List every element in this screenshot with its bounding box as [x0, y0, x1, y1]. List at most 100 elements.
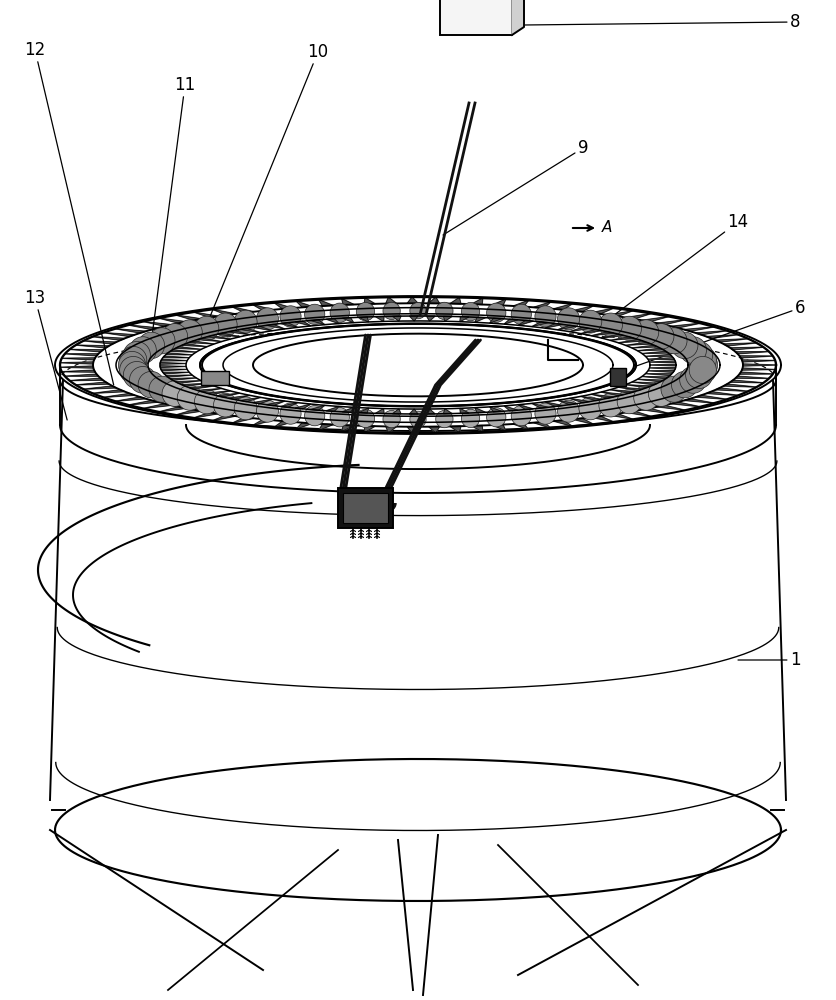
Polygon shape: [504, 319, 517, 324]
Polygon shape: [591, 332, 614, 336]
Circle shape: [120, 356, 147, 384]
Polygon shape: [252, 399, 273, 404]
Polygon shape: [558, 400, 577, 405]
Polygon shape: [197, 338, 222, 342]
Polygon shape: [217, 333, 240, 337]
Polygon shape: [359, 317, 369, 322]
Polygon shape: [93, 337, 125, 340]
Polygon shape: [385, 426, 396, 433]
Circle shape: [330, 408, 349, 427]
Circle shape: [162, 324, 187, 349]
Circle shape: [617, 389, 641, 414]
Polygon shape: [274, 303, 293, 309]
Polygon shape: [742, 368, 775, 370]
Polygon shape: [609, 311, 633, 316]
Polygon shape: [642, 408, 669, 413]
Polygon shape: [730, 380, 763, 383]
Polygon shape: [193, 412, 218, 418]
Circle shape: [535, 306, 556, 327]
Polygon shape: [637, 379, 664, 382]
Polygon shape: [252, 305, 273, 311]
Polygon shape: [342, 299, 354, 305]
Circle shape: [149, 328, 175, 354]
Circle shape: [461, 302, 480, 321]
Polygon shape: [65, 374, 99, 376]
Circle shape: [634, 385, 659, 410]
Polygon shape: [601, 392, 624, 396]
Polygon shape: [642, 351, 668, 353]
Polygon shape: [326, 319, 339, 324]
Polygon shape: [610, 337, 634, 340]
Polygon shape: [650, 367, 675, 369]
Circle shape: [304, 406, 325, 426]
Circle shape: [257, 400, 278, 422]
Polygon shape: [69, 349, 103, 352]
Polygon shape: [410, 409, 418, 414]
Polygon shape: [591, 308, 614, 314]
Polygon shape: [65, 354, 99, 356]
Polygon shape: [176, 347, 201, 349]
Circle shape: [149, 376, 175, 402]
Polygon shape: [252, 419, 273, 425]
Text: 8: 8: [524, 13, 800, 31]
Circle shape: [558, 400, 579, 422]
Circle shape: [436, 302, 453, 320]
Text: 11: 11: [151, 76, 196, 340]
Polygon shape: [472, 298, 482, 304]
Bar: [338, 488, 392, 528]
Polygon shape: [581, 396, 602, 401]
Circle shape: [234, 310, 257, 333]
Circle shape: [234, 397, 257, 420]
Polygon shape: [730, 347, 763, 350]
Circle shape: [617, 316, 641, 341]
Polygon shape: [143, 321, 171, 326]
Polygon shape: [161, 359, 187, 361]
Polygon shape: [76, 345, 109, 348]
Polygon shape: [232, 307, 254, 313]
Polygon shape: [492, 299, 506, 305]
Polygon shape: [558, 325, 577, 330]
Polygon shape: [657, 320, 686, 325]
Circle shape: [138, 371, 165, 398]
Circle shape: [671, 371, 698, 398]
Polygon shape: [460, 408, 469, 413]
Polygon shape: [650, 364, 676, 366]
Polygon shape: [743, 364, 776, 366]
Polygon shape: [591, 394, 614, 398]
Polygon shape: [93, 390, 125, 393]
Polygon shape: [143, 404, 171, 409]
Polygon shape: [632, 382, 658, 385]
Polygon shape: [716, 388, 748, 391]
Circle shape: [130, 366, 156, 393]
Polygon shape: [632, 345, 658, 348]
Polygon shape: [280, 403, 298, 407]
Polygon shape: [684, 399, 715, 403]
Text: 14: 14: [611, 213, 748, 317]
Circle shape: [671, 332, 698, 359]
Circle shape: [661, 376, 687, 402]
Polygon shape: [212, 415, 236, 421]
Circle shape: [686, 361, 712, 388]
Circle shape: [410, 411, 426, 427]
Text: 1: 1: [738, 651, 800, 669]
Polygon shape: [84, 341, 116, 344]
Circle shape: [383, 410, 400, 428]
Circle shape: [511, 406, 532, 426]
Polygon shape: [342, 318, 354, 323]
Polygon shape: [426, 409, 435, 414]
Polygon shape: [129, 400, 158, 405]
Polygon shape: [581, 329, 602, 334]
Polygon shape: [295, 321, 311, 326]
Polygon shape: [129, 325, 158, 330]
Polygon shape: [310, 320, 325, 325]
Polygon shape: [163, 372, 189, 374]
Polygon shape: [84, 386, 116, 389]
Polygon shape: [573, 418, 594, 424]
Polygon shape: [170, 378, 196, 380]
Polygon shape: [228, 395, 250, 399]
Circle shape: [130, 337, 156, 364]
Polygon shape: [296, 423, 313, 429]
Polygon shape: [310, 405, 325, 410]
Circle shape: [330, 303, 349, 322]
Polygon shape: [176, 410, 201, 415]
